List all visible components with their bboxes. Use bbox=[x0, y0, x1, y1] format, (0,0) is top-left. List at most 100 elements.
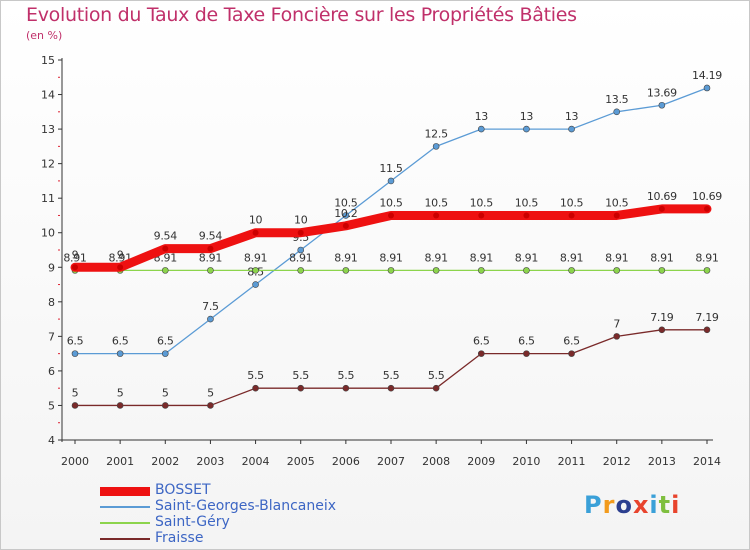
data-label-fraisse: 5 bbox=[72, 386, 79, 399]
point-bosset bbox=[342, 222, 349, 229]
point-saint-gery bbox=[387, 267, 395, 274]
point-bosset bbox=[207, 245, 214, 252]
legend-label-saint-georges-blancaneix: Saint-Georges-Blancaneix bbox=[155, 498, 337, 514]
x-tick-label: 2011 bbox=[558, 455, 586, 468]
x-tick-label: 2014 bbox=[693, 455, 721, 468]
point-saint-gery bbox=[523, 267, 530, 274]
point-bosset bbox=[162, 245, 169, 252]
data-label-saint-gery: 8.91 bbox=[695, 251, 718, 264]
chart-title: Evolution du Taux de Taxe Foncière sur l… bbox=[26, 4, 577, 26]
logo-letter: i bbox=[671, 491, 681, 519]
x-tick-label: 2012 bbox=[603, 455, 631, 468]
data-label-saint-gery: 8.91 bbox=[199, 251, 222, 264]
point-fraisse bbox=[568, 350, 575, 357]
point-saint-gery bbox=[207, 267, 214, 274]
data-label-bosset: 10.2 bbox=[334, 207, 357, 220]
logo-letter: P bbox=[584, 491, 603, 519]
legend-swatch-fraisse bbox=[100, 538, 150, 540]
x-tick-label: 2010 bbox=[512, 455, 540, 468]
point-fraisse bbox=[477, 350, 485, 357]
unit-label: (en %) bbox=[26, 29, 63, 42]
point-bosset bbox=[297, 229, 304, 236]
data-label-bosset: 10.5 bbox=[470, 196, 494, 209]
y-tick-label: 15 bbox=[41, 54, 55, 67]
point-saint-georges-blancaneix bbox=[297, 246, 305, 254]
data-label-bosset: 10 bbox=[294, 214, 308, 227]
x-tick-label: 2007 bbox=[377, 455, 405, 468]
point-saint-georges-blancaneix bbox=[71, 350, 79, 357]
data-label-saint-georges-blancaneix: 14.19 bbox=[692, 69, 722, 82]
data-label-bosset: 10.5 bbox=[560, 196, 584, 209]
data-label-fraisse: 5.5 bbox=[292, 369, 309, 382]
point-bosset bbox=[613, 212, 620, 219]
x-tick-label: 2005 bbox=[287, 455, 315, 468]
data-label-saint-gery: 8.91 bbox=[63, 251, 86, 264]
legend-label-bosset: BOSSET bbox=[155, 482, 211, 498]
data-label-saint-georges-blancaneix: 10.5 bbox=[334, 196, 358, 209]
logo-letter: x bbox=[632, 491, 650, 519]
logo-letter: t bbox=[658, 491, 672, 519]
point-bosset bbox=[478, 212, 485, 219]
point-saint-georges-blancaneix bbox=[432, 143, 440, 150]
logo-letter: i bbox=[649, 491, 659, 519]
data-label-fraisse: 5.5 bbox=[338, 369, 355, 382]
data-label-bosset: 9 bbox=[117, 248, 124, 261]
point-bosset bbox=[704, 205, 710, 212]
data-label-saint-georges-blancaneix: 6.5 bbox=[157, 335, 174, 348]
legend-swatch-saint-gery bbox=[100, 522, 150, 524]
logo-letter: o bbox=[615, 491, 633, 519]
point-bosset bbox=[72, 264, 78, 271]
point-saint-georges-blancaneix bbox=[252, 281, 259, 288]
data-label-fraisse: 5.5 bbox=[428, 369, 445, 382]
data-label-bosset: 10.5 bbox=[424, 196, 448, 209]
point-saint-gery bbox=[342, 267, 350, 274]
point-saint-gery bbox=[477, 267, 485, 274]
data-label-saint-georges-blancaneix: 7.5 bbox=[202, 300, 219, 313]
series-line-saint-georges-blancaneix bbox=[74, 87, 708, 355]
data-label-saint-georges-blancaneix: 6.5 bbox=[112, 335, 129, 348]
point-saint-georges-blancaneix bbox=[116, 350, 124, 357]
point-fraisse bbox=[116, 402, 124, 409]
point-fraisse bbox=[161, 402, 169, 409]
point-fraisse bbox=[71, 402, 79, 409]
point-saint-georges-blancaneix bbox=[568, 125, 575, 133]
x-tick-label: 2004 bbox=[242, 455, 270, 468]
y-tick-label: 12 bbox=[41, 158, 55, 171]
x-tick-label: 2009 bbox=[467, 455, 495, 468]
point-saint-gery bbox=[161, 267, 169, 274]
point-saint-georges-blancaneix bbox=[523, 125, 530, 133]
legend-label-fraisse: Fraisse bbox=[155, 530, 204, 546]
point-fraisse bbox=[342, 384, 350, 392]
point-saint-gery bbox=[613, 267, 621, 274]
point-fraisse bbox=[432, 384, 440, 392]
data-label-bosset: 9.54 bbox=[199, 230, 223, 243]
data-label-fraisse: 6.5 bbox=[473, 335, 490, 348]
legend-swatch-saint-georges-blancaneix bbox=[100, 506, 150, 508]
data-label-bosset: 10.5 bbox=[605, 196, 629, 209]
x-tick-label: 2006 bbox=[332, 455, 360, 468]
data-label-saint-georges-blancaneix: 11.5 bbox=[379, 162, 403, 175]
point-saint-georges-blancaneix bbox=[207, 315, 214, 323]
point-fraisse bbox=[252, 384, 259, 392]
data-label-saint-gery: 8.91 bbox=[289, 251, 312, 264]
point-bosset bbox=[117, 264, 124, 271]
point-saint-gery bbox=[568, 267, 575, 274]
data-label-saint-gery: 8.91 bbox=[515, 251, 538, 264]
data-label-bosset: 10.69 bbox=[647, 190, 677, 203]
y-tick-label: 10 bbox=[41, 227, 55, 240]
point-saint-georges-blancaneix bbox=[703, 84, 711, 92]
point-fraisse bbox=[658, 326, 666, 334]
point-fraisse bbox=[613, 333, 621, 340]
data-label-bosset: 10.5 bbox=[379, 196, 403, 209]
data-label-fraisse: 5.5 bbox=[383, 369, 400, 382]
data-label-saint-gery: 8.91 bbox=[650, 251, 673, 264]
data-label-saint-georges-blancaneix: 12.5 bbox=[424, 127, 448, 140]
point-saint-gery bbox=[252, 267, 259, 274]
x-tick-label: 2000 bbox=[61, 455, 89, 468]
y-tick-label: 11 bbox=[41, 192, 55, 205]
data-label-saint-gery: 8.91 bbox=[334, 251, 357, 264]
data-label-bosset: 10 bbox=[249, 214, 263, 227]
point-saint-georges-blancaneix bbox=[613, 108, 621, 116]
